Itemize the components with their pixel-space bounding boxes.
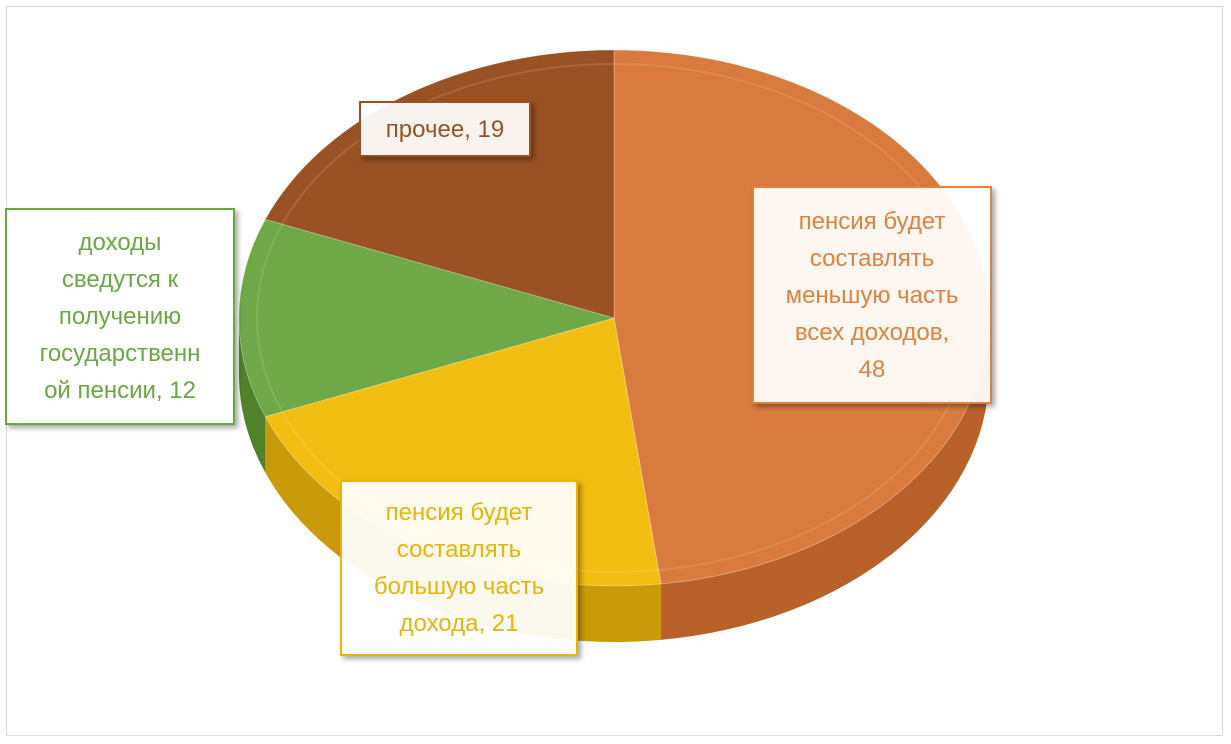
data-label-line: получению (58, 303, 182, 330)
data-label-text: пенсия будет составлять большую часть доход… (374, 494, 544, 642)
data-label-line: пенсия будет (798, 207, 946, 235)
data-label-line: 48 (858, 355, 886, 383)
data-label-larger-part: пенсия будет составлять большую часть доход… (340, 480, 578, 656)
data-label-line: дохода, 21 (399, 610, 519, 637)
data-label-text: пенсия будет составлять меньшую часть всех … (786, 203, 959, 388)
data-label-smaller-part: пенсия будет составлять меньшую часть всех … (752, 186, 992, 404)
data-label-line: меньшую часть (785, 281, 959, 309)
data-label-text: прочее, 19 (386, 111, 504, 148)
slice-state-pension-side (239, 318, 266, 473)
data-label-line: всех доходов, (794, 318, 950, 346)
data-label-state-pension: доходы сведутся к получению государственн ой… (5, 208, 235, 425)
data-label-line: пенсия будет (385, 499, 533, 526)
data-label-text: доходы сведутся к получению государственн ой… (40, 224, 201, 409)
data-label-line: прочее, 19 (385, 115, 505, 143)
data-label-line: большую часть (373, 573, 545, 600)
slice-smaller-part-side (660, 318, 989, 640)
data-label-line: ой пенсии, 12 (44, 377, 196, 404)
data-label-other: прочее, 19 (359, 101, 531, 157)
data-label-line: составлять (809, 244, 935, 272)
data-label-line: сведутся к (61, 266, 179, 293)
data-label-line: составлять (396, 536, 522, 563)
slice-state-pension (238, 218, 616, 418)
data-label-line: доходы (78, 229, 162, 256)
data-label-line: государственн (39, 340, 201, 367)
